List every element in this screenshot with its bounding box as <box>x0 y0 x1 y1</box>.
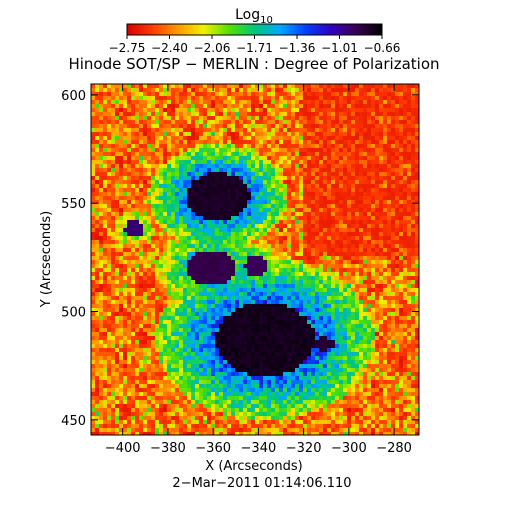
x-tick-label: −380 <box>150 441 186 456</box>
x-axis-label: X (Arcseconds) <box>205 459 302 474</box>
x-tick-label: −280 <box>376 441 412 456</box>
heatmap-cells <box>91 84 420 437</box>
colorbar-tick-label: −2.40 <box>151 41 188 55</box>
y-tick-label: 450 <box>61 414 86 429</box>
x-tick-label: −360 <box>195 441 231 456</box>
chart-title: Hinode SOT/SP − MERLIN : Degree of Polar… <box>68 55 439 73</box>
colorbar-tick-label: −1.71 <box>236 41 273 55</box>
y-tick-label: 500 <box>61 306 86 321</box>
y-axis-label: Y (Arcseconds) <box>39 211 54 308</box>
colorbar-tick-label: −2.75 <box>109 41 146 55</box>
x-tick-label: −400 <box>105 441 141 456</box>
y-tick-label: 600 <box>61 89 86 104</box>
colorbar-label: Log10 <box>235 7 273 26</box>
colorbar-tick-label: −2.06 <box>194 41 231 55</box>
colorbar-tick-label: −1.01 <box>321 41 358 55</box>
colorbar-tick-label: −0.66 <box>364 41 401 55</box>
colorbar-tick-label: −1.36 <box>279 41 316 55</box>
x-tick-label: −340 <box>241 441 277 456</box>
colorbar <box>127 24 382 35</box>
observation-timestamp: 2−Mar−2011 01:14:06.110 <box>172 476 351 491</box>
colorbar-ticks: −2.75 −2.40 −2.06 −1.71 −1.36 −1.01 −0.66 <box>109 35 401 55</box>
x-tick-label: −300 <box>331 441 367 456</box>
x-tick-label: −320 <box>286 441 322 456</box>
y-tick-label: 550 <box>61 197 86 212</box>
